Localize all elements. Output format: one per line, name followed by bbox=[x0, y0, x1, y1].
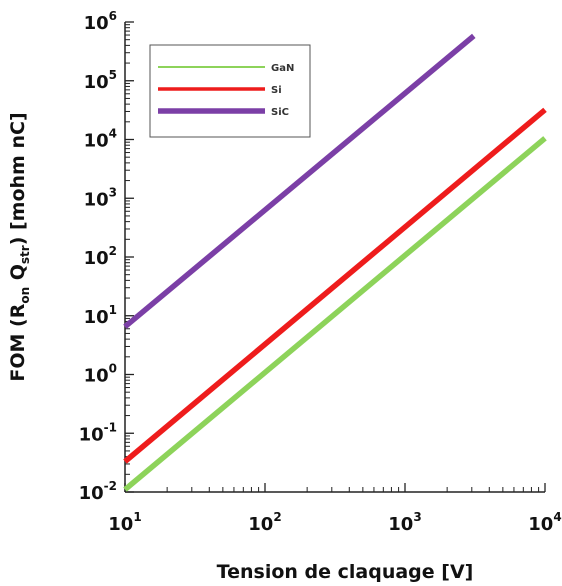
y-tick-label: 104 bbox=[84, 127, 117, 152]
legend-box bbox=[149, 44, 311, 138]
legend-label-sic: SiC bbox=[271, 107, 289, 118]
plot-area: 101 102 103 104 10-210-11001011021031041051… bbox=[79, 9, 562, 535]
x-ticks: 101 102 103 104 bbox=[108, 483, 562, 535]
y-tick-label: 10-1 bbox=[79, 420, 117, 445]
y-tick-label: 101 bbox=[84, 303, 117, 328]
y-axis-title: FOM (Ron Qstr) [mohm nC] bbox=[7, 112, 32, 381]
x-tick-label: 104 bbox=[528, 510, 561, 535]
y-ticks: 10-2 10-1 100 101 102 103 104 105 106 bbox=[79, 9, 134, 504]
series-line-si bbox=[123, 107, 547, 464]
x-tick-label: 103 bbox=[388, 510, 421, 535]
legend-label-si: Si bbox=[271, 85, 282, 96]
legend: GaN Si SiC bbox=[149, 44, 311, 138]
y-tick-label: 105 bbox=[84, 68, 117, 93]
y-tick-label: 100 bbox=[84, 362, 117, 387]
y-tick-label: 102 bbox=[84, 244, 117, 269]
series-line-gan bbox=[123, 136, 547, 492]
series-lines bbox=[123, 33, 547, 492]
series-line-sic bbox=[123, 33, 476, 329]
x-axis-title: Tension de claquage [V] bbox=[217, 561, 474, 583]
x-tick-label: 102 bbox=[248, 510, 281, 535]
y-tick-label: 106 bbox=[84, 9, 117, 34]
y-tick-label: 103 bbox=[84, 185, 117, 210]
legend-label-gan: GaN bbox=[271, 63, 294, 74]
y-tick-label: 10-2 bbox=[79, 479, 117, 504]
x-tick-label: 101 bbox=[108, 510, 141, 535]
